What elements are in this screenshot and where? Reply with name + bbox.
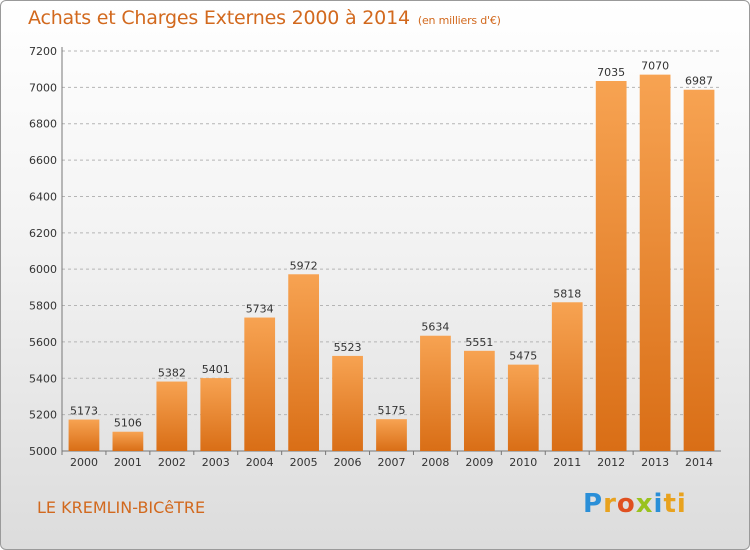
bar xyxy=(683,89,715,452)
x-tick-label: 2005 xyxy=(290,456,318,469)
bar-value-label: 5382 xyxy=(158,367,186,380)
bar xyxy=(376,419,407,451)
x-tick-label: 2012 xyxy=(597,456,625,469)
bar-value-label: 5634 xyxy=(421,321,449,334)
bar-value-label: 5175 xyxy=(378,404,406,417)
y-tick-label: 6400 xyxy=(29,190,57,203)
x-tick-label: 2002 xyxy=(158,456,186,469)
bar xyxy=(112,431,144,451)
bar-value-label: 5106 xyxy=(114,417,142,430)
y-tick-label: 5400 xyxy=(29,372,57,385)
x-tick-label: 2014 xyxy=(685,456,713,469)
bar-value-label: 5475 xyxy=(509,350,537,363)
x-tick-label: 2008 xyxy=(421,456,449,469)
bar-value-label: 5551 xyxy=(465,336,493,349)
y-tick-label: 6200 xyxy=(29,227,57,240)
y-tick-label: 6800 xyxy=(29,118,57,131)
x-tick-label: 2011 xyxy=(553,456,581,469)
logo-letter: r xyxy=(603,489,617,519)
bar-value-label: 7070 xyxy=(641,60,669,73)
x-tick-label: 2009 xyxy=(465,456,493,469)
y-tick-label: 5800 xyxy=(29,300,57,313)
bar-value-label: 5401 xyxy=(202,363,230,376)
y-tick-label: 6600 xyxy=(29,154,57,167)
bar xyxy=(595,81,627,451)
logo-letter: ti xyxy=(663,489,687,519)
bar-value-label: 5818 xyxy=(553,287,581,300)
x-tick-label: 2001 xyxy=(114,456,142,469)
x-tick-label: 2006 xyxy=(334,456,362,469)
bar xyxy=(332,355,363,451)
bar-value-label: 6987 xyxy=(685,75,713,88)
bar xyxy=(463,350,495,451)
x-tick-label: 2000 xyxy=(70,456,98,469)
bar xyxy=(156,381,188,451)
chart-title: Achats et Charges Externes 2000 à 2014 (e… xyxy=(28,7,501,29)
logo-letter: i xyxy=(653,489,664,519)
bars xyxy=(68,74,715,452)
bar-value-label: 5972 xyxy=(290,259,318,272)
bar-value-label: 5173 xyxy=(70,405,98,418)
x-tick-label: 2004 xyxy=(246,456,274,469)
x-tick-label: 2013 xyxy=(641,456,669,469)
city-name: LE KREMLIN-BICêTRE xyxy=(37,498,206,517)
chart-title-text: Achats et Charges Externes 2000 à 2014 xyxy=(28,7,410,29)
bar xyxy=(200,378,232,451)
data-labels: 5173 5106 5382 5401 5734 5972 5523 5175 5634 5551… xyxy=(70,60,713,430)
chart-subtitle: (en milliers d'€) xyxy=(417,14,501,27)
bar xyxy=(68,419,100,451)
proxiti-logo: Proxiti xyxy=(583,489,687,519)
x-tick-label: 2003 xyxy=(202,456,230,469)
y-tick-labels: 5000 5200 5400 5600 5800 6000 6200 6400 6600 6800… xyxy=(29,45,57,458)
x-tick-label: 2007 xyxy=(378,456,406,469)
logo-letter: o xyxy=(616,489,636,519)
bar xyxy=(420,335,451,451)
y-tick-label: 7000 xyxy=(29,81,57,94)
y-tick-label: 5200 xyxy=(29,409,57,422)
x-tick-label: 2010 xyxy=(509,456,537,469)
bar xyxy=(288,274,320,451)
bar-value-label: 7035 xyxy=(597,66,625,79)
bar xyxy=(244,317,276,451)
logo-letter: x xyxy=(635,489,654,519)
y-tick-label: 6000 xyxy=(29,263,57,276)
y-tick-label: 5600 xyxy=(29,336,57,349)
x-tick-labels: 2000 2001 2002 2003 2004 2005 2006 2007 2008 2009… xyxy=(70,456,713,469)
bar-value-label: 5523 xyxy=(334,341,362,354)
bar xyxy=(507,364,539,451)
logo-letter: P xyxy=(583,489,604,519)
y-tick-label: 7200 xyxy=(29,45,57,58)
bar-value-label: 5734 xyxy=(246,303,274,316)
y-tick-label: 5000 xyxy=(29,445,57,458)
bar xyxy=(551,302,583,451)
bar xyxy=(639,74,671,452)
